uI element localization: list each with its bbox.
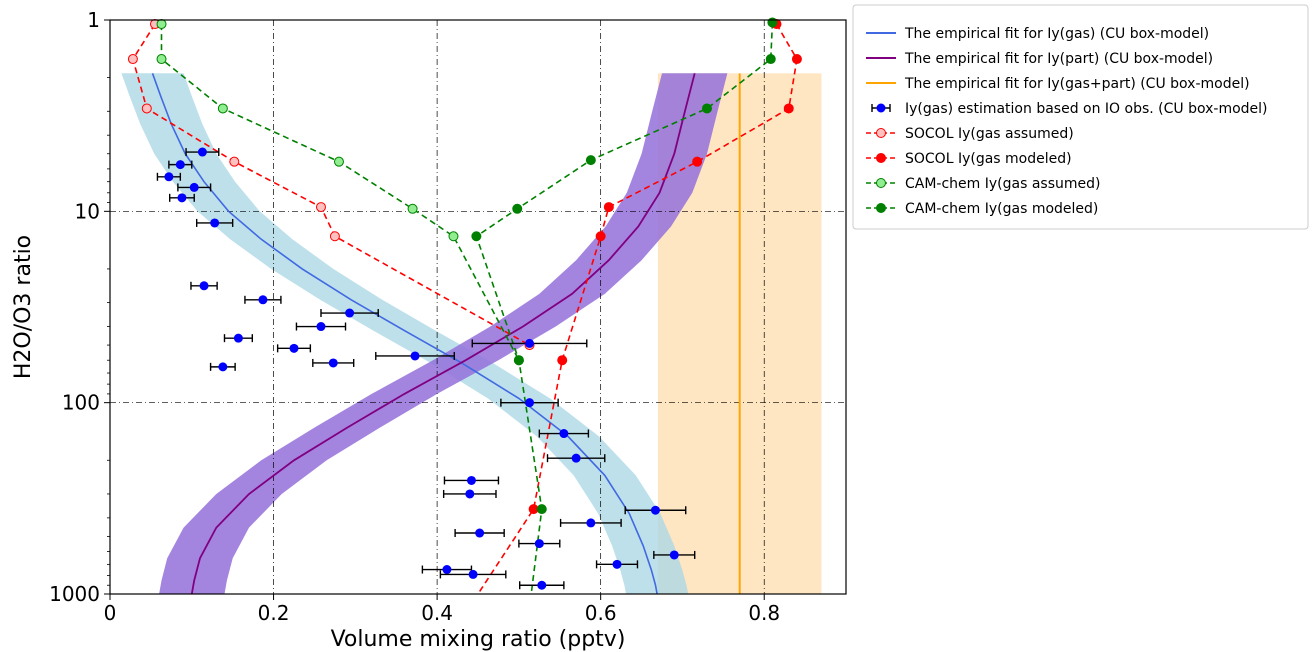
socol-modeled-point	[557, 355, 568, 366]
obs-point	[612, 559, 622, 569]
camchem-modeled-point	[701, 103, 712, 114]
socol-modeled-point	[791, 54, 802, 65]
obs-point	[289, 343, 299, 353]
obs-point	[559, 429, 569, 439]
legend-label: CAM-chem Iy(gas modeled)	[905, 201, 1098, 217]
legend-label: SOCOL Iy(gas assumed)	[905, 126, 1074, 142]
camchem-assumed-point	[448, 231, 459, 242]
socol-modeled-point	[595, 231, 606, 242]
obs-point	[586, 518, 596, 528]
fit-part-band	[159, 73, 728, 595]
legend-point-swatch	[876, 178, 886, 188]
legend-label: The empirical fit for Iy(gas+part) (CU b…	[904, 76, 1250, 92]
obs-point	[525, 398, 535, 408]
socol-modeled-point	[603, 202, 614, 213]
socol-assumed-point	[315, 202, 326, 213]
socol-modeled-point	[783, 103, 794, 114]
obs-point	[210, 218, 220, 228]
camchem-assumed-point	[156, 54, 167, 65]
obs-point	[466, 475, 476, 485]
obs-point	[189, 182, 199, 192]
fit-gas-line	[151, 73, 658, 595]
obs-point	[316, 322, 326, 332]
socol-assumed-point	[127, 54, 138, 65]
obs-point	[571, 453, 581, 463]
legend-label: The empirical fit for Iy(part) (CU box-m…	[904, 51, 1213, 67]
obs-point	[199, 281, 209, 291]
y-tick-label: 1000	[49, 582, 100, 606]
obs-point	[669, 550, 679, 560]
obs-point	[410, 351, 420, 361]
legend-point-swatch	[876, 128, 886, 138]
y-tick-label: 1	[87, 8, 100, 32]
obs-point	[442, 565, 452, 575]
legend-label: SOCOL Iy(gas modeled)	[905, 151, 1072, 167]
obs-point	[175, 160, 185, 170]
x-tick-label: 0.6	[585, 601, 617, 625]
socol-modeled-point	[528, 504, 539, 515]
camchem-modeled-point	[513, 355, 524, 366]
axes: 0 0.2 0.4 0.6 0.8 1 10 100 1000 Volume mixing rat…	[11, 8, 847, 652]
obs-point	[218, 362, 228, 372]
camchem-modeled-point	[471, 231, 482, 242]
x-tick-label: 0.8	[748, 601, 780, 625]
obs-point	[197, 147, 207, 157]
camchem-modeled-point	[765, 54, 776, 65]
x-tick-label: 0.2	[258, 601, 290, 625]
legend-point-swatch	[876, 103, 886, 113]
camchem-assumed-point	[333, 156, 344, 167]
obs-point	[650, 505, 660, 515]
obs-point	[233, 333, 243, 343]
obs-point	[164, 172, 174, 182]
legend-label: The empirical fit for Iy(gas) (CU box-mo…	[904, 26, 1209, 42]
camchem-assumed-point	[156, 19, 167, 30]
model-series	[127, 17, 802, 595]
y-axis-title: H2O/O3 ratio	[11, 235, 36, 379]
socol-assumed-point	[141, 103, 152, 114]
fit-lines	[151, 73, 741, 595]
legend: The empirical fit for Iy(gas) (CU box-mo…	[852, 4, 1309, 230]
camchem-assumed-point	[407, 203, 418, 214]
camchem-modeled-point	[585, 155, 596, 166]
obs-point	[177, 193, 187, 203]
legend-box	[852, 4, 1309, 230]
obs-point	[258, 295, 268, 305]
obs-point	[328, 358, 338, 368]
camchem-modeled-point	[512, 203, 523, 214]
obs-point	[475, 528, 485, 538]
obs-point	[537, 580, 547, 590]
x-tick-label: 0.4	[421, 601, 453, 625]
legend-label: CAM-chem Iy(gas assumed)	[905, 176, 1100, 192]
obs-point	[468, 569, 478, 579]
camchem-assumed-point	[217, 103, 228, 114]
fit-gas-band	[121, 73, 689, 595]
x-tick-label: 0	[104, 601, 117, 625]
obs-point	[534, 539, 544, 549]
y-tick-label: 10	[75, 199, 100, 223]
camchem-modeled-point	[767, 17, 778, 28]
socol-modeled-point	[692, 156, 703, 167]
obs-point	[525, 338, 535, 348]
obs-point	[345, 308, 355, 318]
x-axis-title: Volume mixing ratio (pptv)	[331, 627, 626, 652]
camchem-modeled-point	[536, 504, 547, 515]
grid-lines	[110, 20, 846, 594]
obs-point	[465, 489, 475, 499]
legend-point-swatch	[876, 203, 886, 213]
fit-part-line	[190, 73, 696, 595]
legend-point-swatch	[876, 153, 886, 163]
socol-assumed-point	[229, 156, 240, 167]
legend-label: Iy(gas) estimation based on IO obs. (CU …	[905, 101, 1268, 117]
socol-assumed-point	[329, 231, 340, 242]
plot-frame	[109, 19, 847, 595]
y-tick-label: 100	[62, 391, 100, 415]
observation-points	[156, 147, 696, 590]
